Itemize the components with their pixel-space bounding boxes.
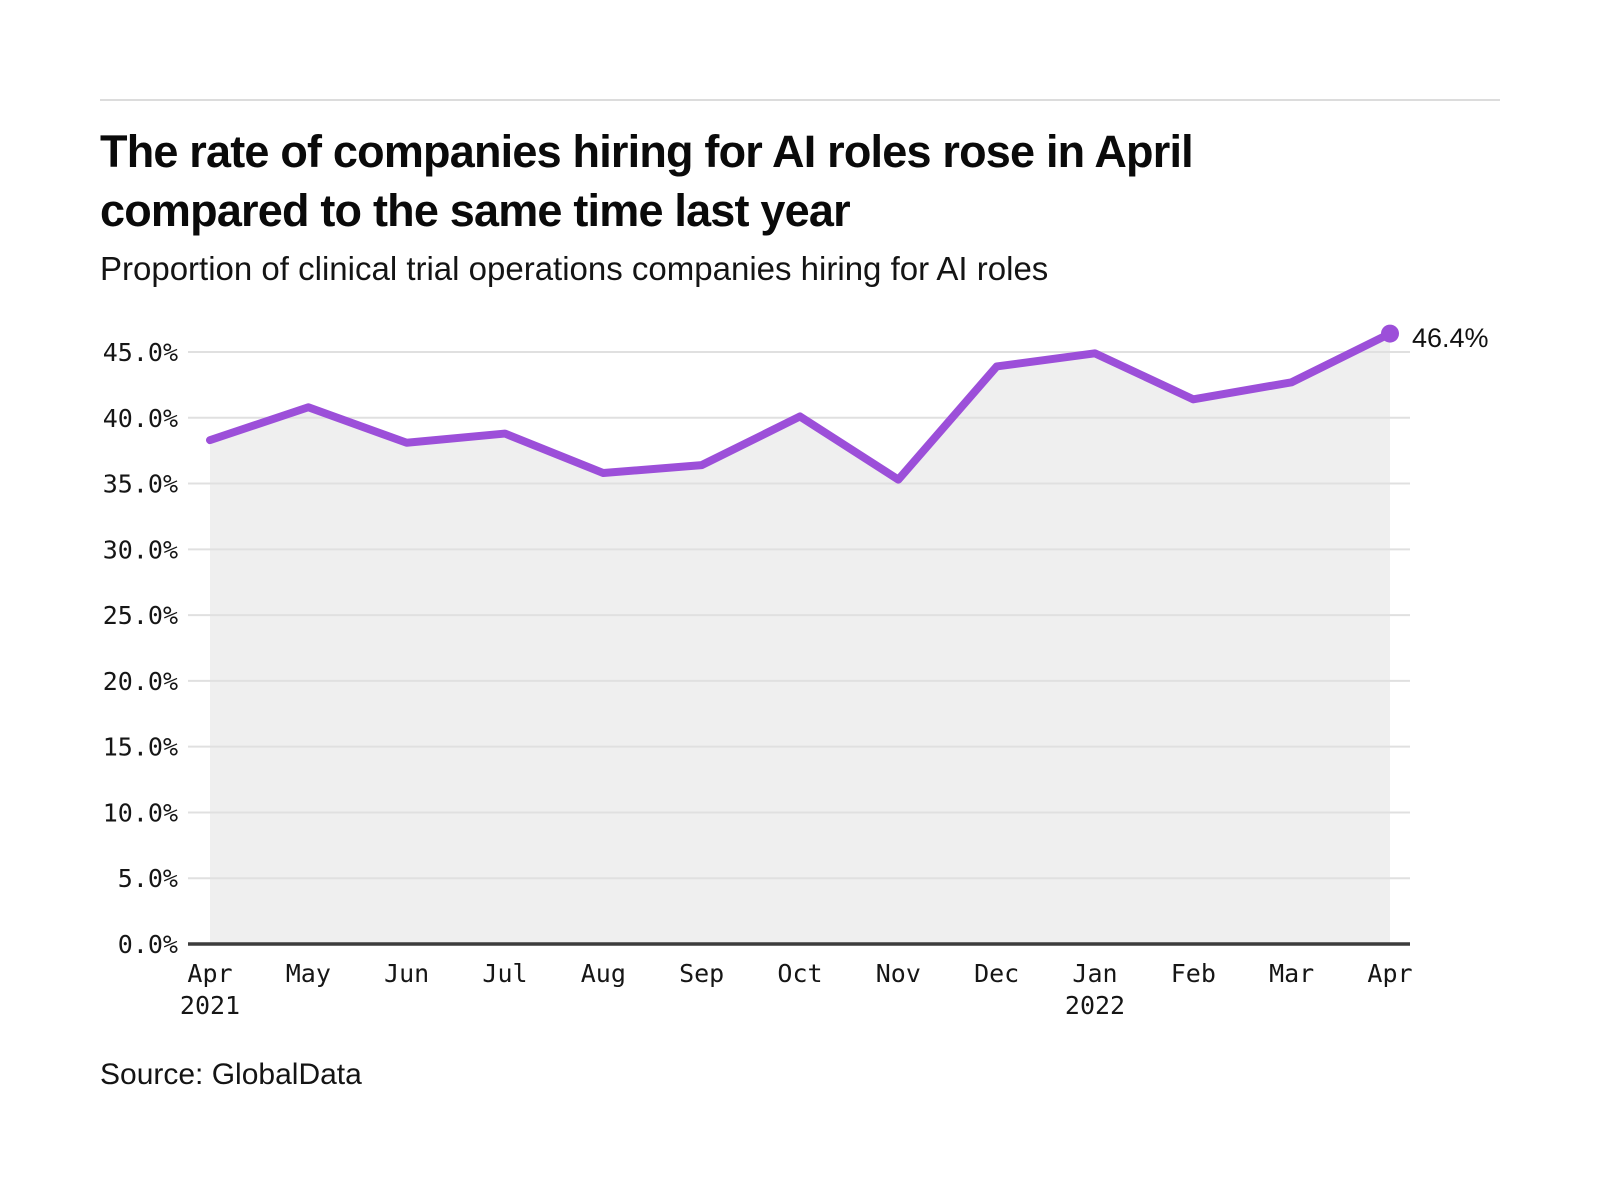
x-axis-tick-label: Feb (1171, 959, 1216, 988)
chart-title-line-2: compared to the same time last year (100, 185, 851, 236)
x-axis-tick-label: Oct (777, 959, 822, 988)
x-axis-tick-label: Nov (876, 959, 921, 988)
y-axis-tick-label: 5.0% (118, 864, 178, 893)
chart-title: The rate of companies hiring for AI role… (100, 122, 1460, 240)
chart-title-line-1: The rate of companies hiring for AI role… (100, 126, 1194, 177)
x-axis-tick-label: Aug (581, 959, 626, 988)
y-axis-tick-label: 40.0% (103, 404, 178, 433)
x-axis-year-label: 2021 (180, 991, 240, 1020)
y-axis-tick-label: 0.0% (118, 930, 178, 959)
y-axis-tick-label: 25.0% (103, 601, 178, 630)
x-axis-tick-label: Apr (187, 959, 232, 988)
x-axis-tick-label: Sep (679, 959, 724, 988)
top-divider-rule (100, 99, 1500, 101)
y-axis-tick-label: 15.0% (103, 733, 178, 762)
end-point-value-label: 46.4% (1412, 323, 1489, 353)
x-axis-tick-label: May (286, 959, 331, 988)
x-axis-tick-label: Apr (1367, 959, 1412, 988)
y-axis-tick-label: 30.0% (103, 535, 178, 564)
end-point-marker (1381, 324, 1399, 343)
y-axis-tick-label: 45.0% (103, 338, 178, 367)
x-axis-tick-label: Dec (974, 959, 1019, 988)
area-fill (210, 333, 1390, 944)
source-attribution: Source: GlobalData (100, 1058, 362, 1091)
chart-subtitle: Proportion of clinical trial operations … (100, 250, 1049, 287)
x-axis-tick-label: Jan (1072, 959, 1117, 988)
x-axis-year-label: 2022 (1065, 991, 1125, 1020)
x-axis-tick-label: Jun (384, 959, 429, 988)
y-axis-tick-label: 35.0% (103, 470, 178, 499)
y-axis-tick-label: 20.0% (103, 667, 178, 696)
x-axis-tick-label: Jul (482, 959, 527, 988)
trend-line (206, 329, 1394, 484)
x-axis-tick-label: Mar (1269, 959, 1314, 988)
y-axis-tick-label: 10.0% (103, 798, 178, 827)
